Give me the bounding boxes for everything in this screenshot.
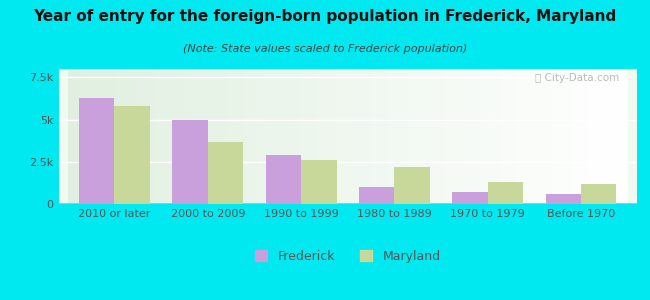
Bar [79, 98, 114, 204]
Bar [488, 182, 523, 204]
Text: (Note: State values scaled to Frederick population): (Note: State values scaled to Frederick … [183, 44, 467, 53]
Bar [581, 184, 616, 204]
Bar [208, 142, 243, 204]
Bar [545, 194, 581, 204]
Text: ⓘ City-Data.com: ⓘ City-Data.com [536, 73, 619, 83]
Text: Year of entry for the foreign-born population in Frederick, Maryland: Year of entry for the foreign-born popul… [33, 9, 617, 24]
Bar [395, 167, 430, 204]
Bar [301, 160, 337, 204]
Bar [452, 192, 488, 204]
Bar [114, 106, 150, 204]
Bar [266, 155, 301, 204]
Legend: Frederick, Maryland: Frederick, Maryland [250, 245, 445, 268]
Bar [172, 120, 208, 204]
Bar [359, 187, 395, 204]
